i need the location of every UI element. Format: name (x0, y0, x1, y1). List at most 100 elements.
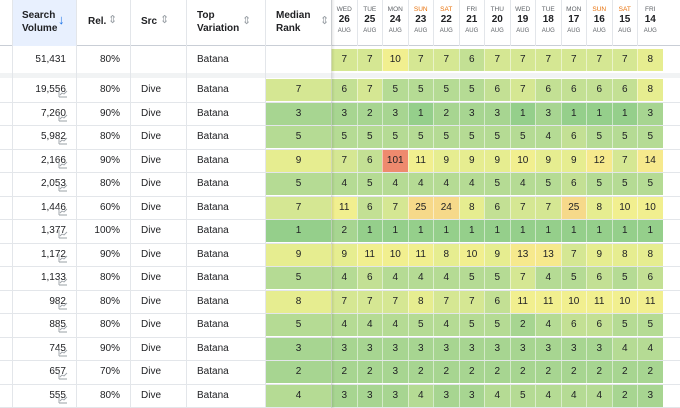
daily-rank-cell[interactable]: 6 (458, 49, 484, 71)
trend-chart-icon[interactable] (58, 226, 68, 239)
day-column-header[interactable]: SAT 15 AUG (611, 0, 638, 46)
daily-rank-cell[interactable]: 3 (331, 102, 357, 125)
day-column-header[interactable]: WED 19 AUG (509, 0, 536, 46)
top-variation-value[interactable]: Batana (197, 178, 229, 189)
trend-chart-icon[interactable] (58, 367, 68, 380)
daily-rank-cell[interactable]: 1 (484, 220, 510, 242)
trend-chart-icon[interactable] (58, 179, 68, 192)
daily-rank-cell[interactable]: 9 (560, 149, 586, 172)
variation-header-label[interactable]: Top Variation (197, 10, 240, 34)
daily-rank-cell[interactable]: 3 (458, 337, 484, 360)
daily-rank-cell[interactable]: 2 (433, 102, 459, 125)
daily-rank-cell[interactable]: 4 (356, 314, 382, 336)
daily-rank-cell[interactable]: 1 (356, 220, 382, 242)
top-variation-value[interactable]: Batana (197, 107, 229, 119)
daily-rank-cell[interactable]: 7 (509, 196, 535, 219)
daily-rank-cell[interactable]: 1 (611, 220, 637, 242)
daily-rank-cell[interactable]: 9 (535, 149, 561, 172)
daily-rank-cell[interactable]: 13 (535, 243, 561, 266)
daily-rank-cell[interactable]: 3 (356, 337, 382, 360)
volume-column-header[interactable] (12, 0, 76, 46)
daily-rank-cell[interactable]: 5 (586, 126, 612, 148)
daily-rank-cell[interactable]: 4 (637, 337, 663, 360)
daily-rank-cell[interactable]: 9 (484, 243, 510, 266)
daily-rank-cell[interactable]: 3 (433, 384, 459, 407)
sort-toggle-icon[interactable]: ⇕ (320, 15, 330, 27)
daily-rank-cell[interactable]: 11 (637, 290, 663, 313)
daily-rank-cell[interactable]: 25 (407, 196, 433, 219)
top-variation-value[interactable]: Batana (197, 54, 229, 65)
daily-rank-cell[interactable]: 7 (382, 290, 408, 313)
daily-rank-cell[interactable]: 2 (331, 220, 357, 242)
daily-rank-cell[interactable]: 25 (560, 196, 586, 219)
daily-rank-cell[interactable]: 3 (458, 102, 484, 125)
daily-rank-cell[interactable]: 1 (382, 220, 408, 242)
trend-chart-icon[interactable] (58, 250, 68, 262)
daily-rank-cell[interactable]: 3 (637, 384, 663, 407)
daily-rank-cell[interactable]: 8 (433, 243, 459, 266)
daily-rank-cell[interactable]: 1 (586, 102, 612, 125)
top-variation-value[interactable]: Batana (197, 342, 229, 354)
top-variation-value[interactable]: Batana (197, 154, 229, 166)
daily-rank-cell[interactable]: 5 (637, 126, 663, 148)
daily-rank-cell[interactable]: 6 (637, 267, 663, 289)
daily-rank-cell[interactable]: 10 (458, 243, 484, 266)
daily-rank-cell[interactable]: 11 (509, 290, 535, 313)
daily-rank-cell[interactable]: 1 (509, 220, 535, 242)
daily-rank-cell[interactable]: 2 (637, 361, 663, 383)
daily-rank-cell[interactable]: 7 (458, 290, 484, 313)
day-column-header[interactable]: WED 26 AUG (331, 0, 357, 46)
day-column-header[interactable]: TUE 25 AUG (356, 0, 383, 46)
daily-rank-cell[interactable]: 8 (611, 243, 637, 266)
daily-rank-cell[interactable]: 3 (356, 384, 382, 407)
daily-rank-cell[interactable]: 7 (509, 267, 535, 289)
daily-rank-cell[interactable]: 1 (509, 102, 535, 125)
trend-chart-icon[interactable] (58, 109, 68, 121)
day-column-header[interactable]: TUE 18 AUG (535, 0, 561, 46)
trend-chart-icon[interactable] (58, 391, 68, 403)
daily-rank-cell[interactable]: 3 (535, 337, 561, 360)
daily-rank-cell[interactable]: 6 (356, 267, 382, 289)
daily-rank-cell[interactable]: 6 (560, 79, 586, 101)
daily-rank-cell[interactable]: 2 (433, 361, 459, 383)
daily-rank-cell[interactable]: 11 (586, 290, 612, 313)
trend-chart-icon[interactable] (58, 297, 68, 309)
daily-rank-cell[interactable]: 3 (331, 337, 357, 360)
daily-rank-cell[interactable]: 4 (331, 267, 357, 289)
daily-rank-cell[interactable]: 5 (433, 79, 459, 101)
median-header-label[interactable]: Median Rank (276, 10, 311, 34)
daily-rank-cell[interactable]: 5 (586, 173, 612, 195)
src-header-label[interactable]: Src (141, 16, 158, 27)
daily-rank-cell[interactable]: 10 (382, 49, 408, 71)
sort-descending-icon[interactable]: ↓ (58, 12, 65, 27)
daily-rank-cell[interactable]: 1 (535, 220, 561, 242)
daily-rank-cell[interactable]: 7 (586, 49, 612, 71)
daily-rank-cell[interactable]: 4 (407, 173, 433, 195)
daily-rank-cell[interactable]: 14 (637, 149, 663, 172)
daily-rank-cell[interactable]: 5 (535, 173, 561, 195)
daily-rank-cell[interactable]: 6 (484, 79, 510, 101)
daily-rank-cell[interactable]: 5 (356, 173, 382, 195)
day-column-header[interactable]: SUN 23 AUG (407, 0, 434, 46)
daily-rank-cell[interactable]: 6 (560, 314, 586, 336)
daily-rank-cell[interactable]: 4 (560, 384, 586, 407)
trend-chart-icon[interactable] (58, 132, 68, 145)
rel-header-label[interactable]: Rel. (88, 16, 107, 27)
day-column-header[interactable]: THU 20 AUG (484, 0, 510, 46)
daily-rank-cell[interactable]: 5 (611, 267, 637, 289)
sort-toggle-icon[interactable]: ⇕ (242, 15, 252, 27)
daily-rank-cell[interactable]: 5 (382, 79, 408, 101)
daily-rank-cell[interactable]: 3 (586, 337, 612, 360)
daily-rank-cell[interactable]: 5 (560, 267, 586, 289)
daily-rank-cell[interactable]: 4 (407, 267, 433, 289)
daily-rank-cell[interactable]: 3 (484, 337, 510, 360)
daily-rank-cell[interactable]: 10 (509, 149, 535, 172)
daily-rank-cell[interactable]: 4 (433, 314, 459, 336)
daily-rank-cell[interactable]: 6 (356, 196, 382, 219)
daily-rank-cell[interactable]: 11 (407, 243, 433, 266)
daily-rank-cell[interactable]: 9 (586, 243, 612, 266)
daily-rank-cell[interactable]: 8 (458, 196, 484, 219)
daily-rank-cell[interactable]: 2 (611, 361, 637, 383)
daily-rank-cell[interactable]: 5 (458, 267, 484, 289)
daily-rank-cell[interactable]: 7 (356, 79, 382, 101)
